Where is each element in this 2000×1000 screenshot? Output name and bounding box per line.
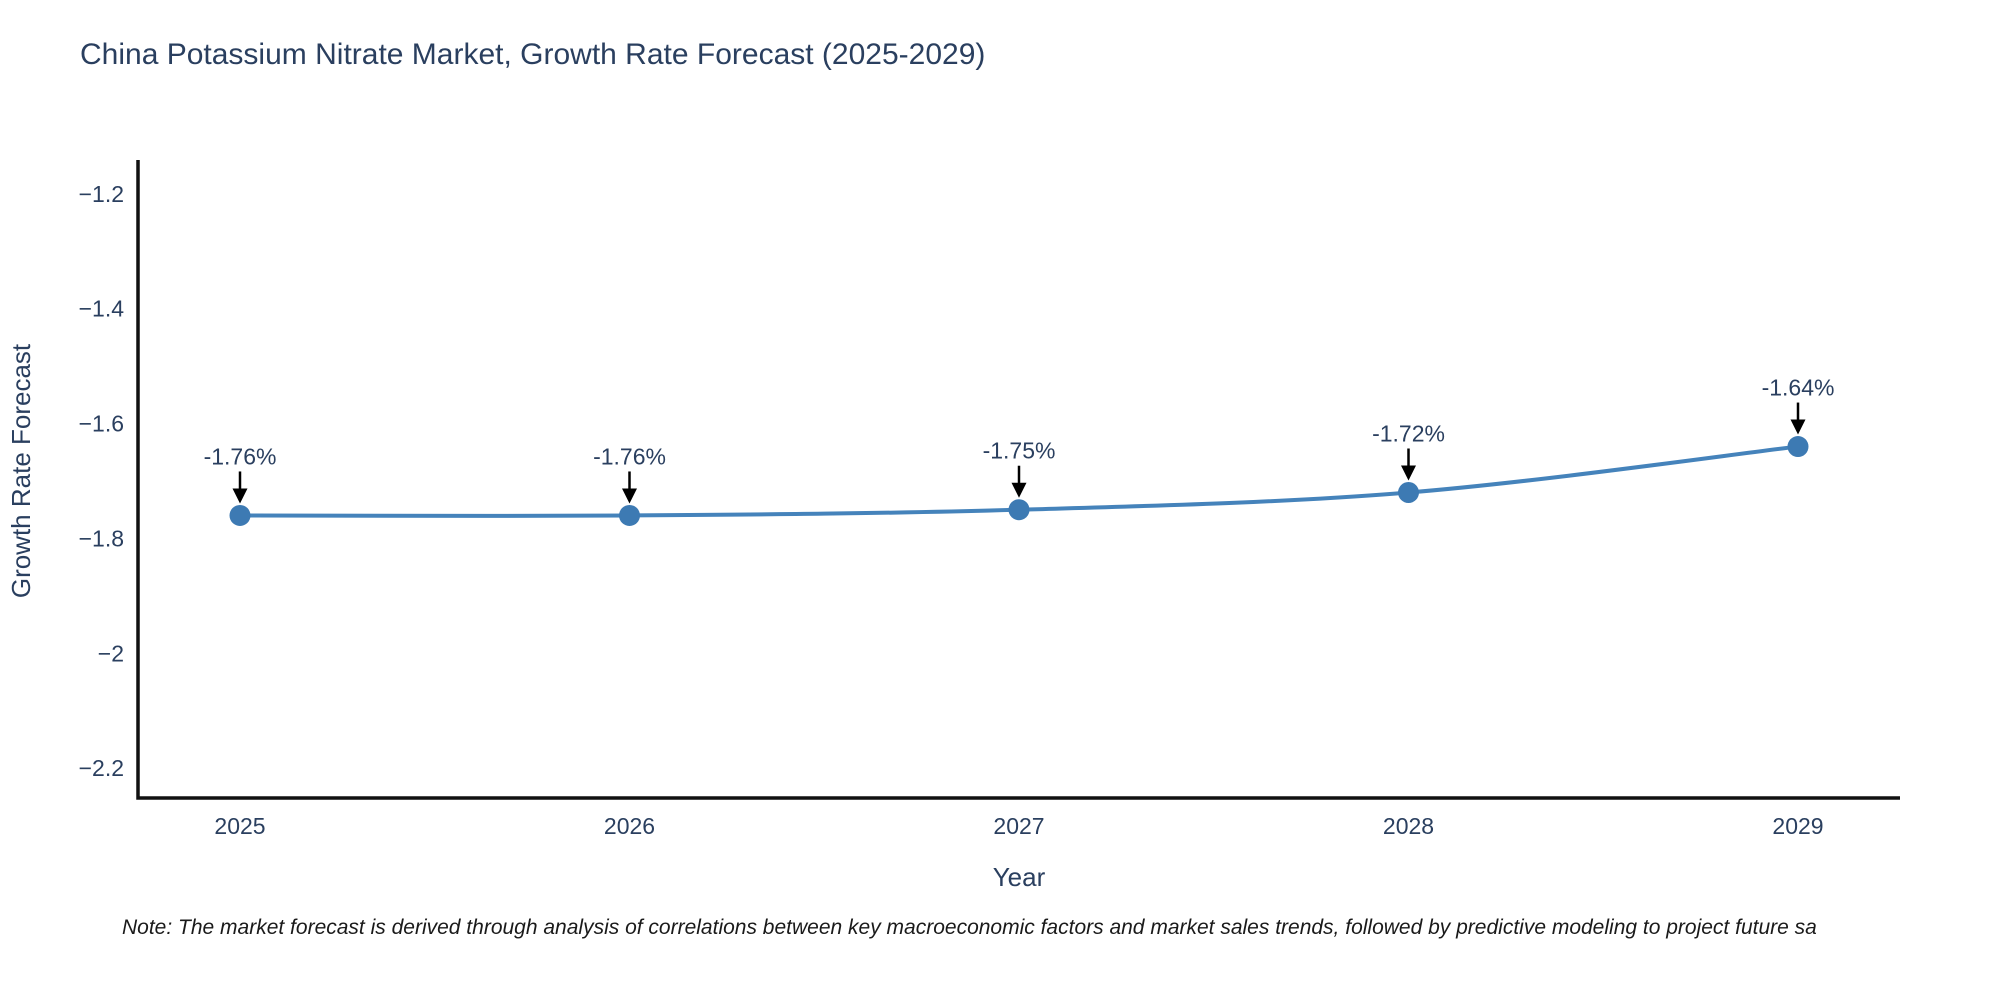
annotation-arrowhead-icon	[1011, 482, 1027, 498]
annotation-arrowhead-icon	[1401, 465, 1416, 481]
x-tick-label: 2028	[1383, 813, 1434, 839]
x-tick-label: 2025	[214, 813, 265, 839]
data-point-label: -1.76%	[204, 443, 277, 469]
y-tick-label: −1.2	[79, 181, 124, 207]
y-tick-label: −1.8	[79, 525, 124, 551]
data-point-label: -1.64%	[1762, 375, 1835, 401]
y-tick-label: −2.2	[79, 755, 124, 781]
y-tick-label: −1.6	[79, 411, 124, 437]
data-point-marker	[1787, 436, 1809, 458]
annotation-arrowhead-icon	[232, 488, 248, 504]
data-point-marker	[619, 504, 640, 526]
x-tick-label: 2027	[993, 813, 1044, 839]
data-point-marker	[1398, 481, 1419, 503]
y-tick-label: −1.4	[79, 296, 125, 322]
footnote: Note: The market forecast is derived thr…	[122, 916, 1817, 939]
chart-title: China Potassium Nitrate Market, Growth R…	[80, 38, 986, 71]
data-point-marker	[1008, 499, 1030, 521]
y-tick-label: −2	[98, 640, 124, 666]
data-point-marker	[229, 504, 251, 526]
x-tick-label: 2026	[604, 813, 655, 839]
axis-lines	[136, 160, 1900, 800]
x-tick-label: 2029	[1772, 813, 1823, 839]
data-point-label: -1.76%	[593, 443, 666, 469]
y-axis-title: Growth Rate Forecast	[6, 343, 36, 598]
data-point-label: -1.75%	[983, 438, 1056, 464]
x-axis-title: Year	[993, 862, 1046, 892]
data-point-label: -1.72%	[1372, 420, 1445, 446]
annotation-arrowhead-icon	[622, 488, 637, 504]
annotation-arrowhead-icon	[1790, 419, 1806, 435]
